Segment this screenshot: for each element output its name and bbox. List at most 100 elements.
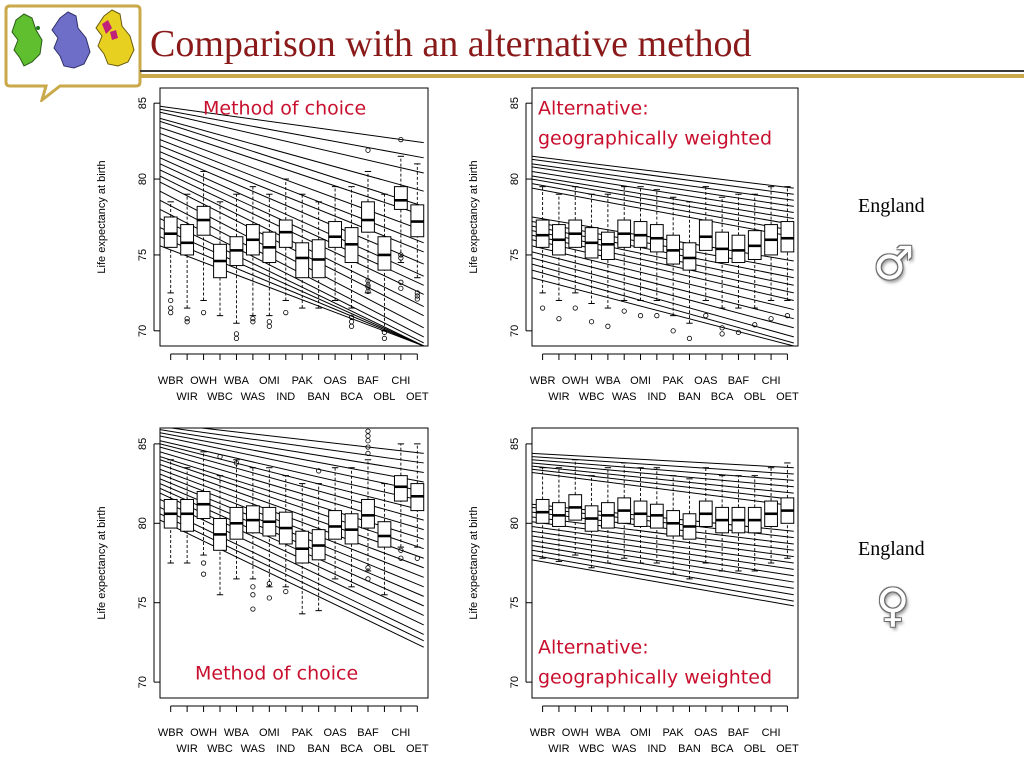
trend-line [160, 473, 424, 578]
trend-line [160, 519, 424, 648]
box-pak [666, 196, 681, 334]
box-wbc [584, 475, 599, 569]
outlier-point [168, 305, 174, 311]
box-wir [552, 467, 566, 562]
box-iqr [682, 242, 697, 271]
outlier-point [365, 565, 371, 571]
outlier-point [686, 335, 693, 342]
x-tick-label: OWH [562, 727, 589, 739]
outlier-point [365, 433, 371, 439]
box-owh [196, 170, 211, 316]
trend-line [160, 451, 424, 531]
outlier-point [250, 584, 256, 590]
x-tick-label: OAS [694, 727, 717, 739]
outlier-point [250, 606, 256, 612]
box-pak [295, 193, 310, 309]
trend-line [532, 155, 794, 189]
box-pak [295, 483, 310, 615]
trend-line [532, 506, 794, 539]
box-wir [552, 193, 566, 322]
box-wbr [535, 186, 550, 311]
box-iqr [262, 231, 277, 264]
outlier-point [398, 255, 404, 261]
trend-line [160, 208, 424, 344]
outlier-point [250, 592, 256, 598]
box-iqr [213, 518, 227, 551]
box-iqr [229, 236, 244, 267]
trend-line [160, 157, 424, 277]
box-omi [262, 193, 277, 329]
outlier-point [365, 428, 371, 434]
outlier-point [719, 331, 725, 337]
box-baf [731, 193, 746, 335]
box-obl [377, 483, 392, 596]
trend-line [532, 230, 794, 286]
y-axis-label: Life expectancy at birth [96, 506, 108, 619]
outlier-point [398, 279, 404, 285]
trend-line [532, 456, 794, 475]
box-wbr [163, 201, 178, 316]
box-bca [715, 196, 729, 337]
x-tick-label: WBC [579, 391, 605, 403]
trend-line [532, 263, 794, 338]
male-symbol-icon: ♂ [873, 236, 915, 290]
box-obl [747, 475, 762, 572]
trend-line [160, 133, 424, 232]
title-rule-gold [140, 74, 1024, 78]
box-bca [344, 467, 359, 588]
x-tick-label: IND [276, 743, 295, 755]
outlier-point [398, 252, 404, 258]
outlier-point [621, 308, 627, 314]
trend-line [160, 108, 424, 159]
outlier-point [670, 328, 676, 334]
box-iqr [649, 503, 664, 529]
trend-line [160, 443, 424, 512]
box-oas [328, 467, 343, 580]
map-blue [51, 11, 91, 69]
outlier-point [250, 316, 256, 322]
trend-line [160, 126, 424, 216]
outlier-point [200, 310, 207, 316]
trend-line [532, 163, 794, 201]
outlier-point [283, 310, 289, 316]
trend-line [532, 178, 794, 226]
outlier-point [381, 329, 388, 335]
box-iqr [295, 530, 310, 564]
trend-line [532, 511, 794, 545]
trend-line [532, 540, 794, 583]
trend-line [160, 117, 424, 192]
x-tick-label: WIR [548, 743, 569, 755]
box-iqr [344, 513, 359, 545]
trend-line [532, 525, 794, 564]
box-baf [361, 428, 375, 582]
box-iqr [196, 491, 211, 520]
y-tick-label: 85 [137, 438, 149, 450]
outlier-point [768, 316, 774, 322]
y-tick-label: 70 [509, 325, 521, 337]
box-oet [780, 186, 795, 319]
box-bca [344, 186, 359, 329]
box-chi [393, 137, 408, 291]
trend-line [160, 487, 424, 607]
box-ban [682, 478, 697, 580]
box-chi [764, 186, 778, 322]
box-iqr [328, 510, 343, 540]
x-tick-label: IND [276, 391, 295, 403]
y-tick-label: 85 [509, 438, 521, 450]
box-ind [278, 178, 293, 316]
outlier-point [365, 284, 371, 290]
box-iqr [377, 236, 392, 271]
x-tick-label: OET [776, 391, 799, 403]
box-iqr [361, 498, 375, 529]
x-tick-label: OMI [630, 375, 651, 387]
trend-line [532, 170, 794, 213]
box-ind [278, 475, 293, 595]
trend-line [160, 139, 424, 244]
box-wbc [213, 201, 227, 317]
trend-line [197, 428, 424, 454]
box-iqr [180, 498, 195, 532]
trend-line [160, 459, 424, 550]
plot-frame [531, 87, 799, 347]
box-iqr [163, 216, 178, 248]
